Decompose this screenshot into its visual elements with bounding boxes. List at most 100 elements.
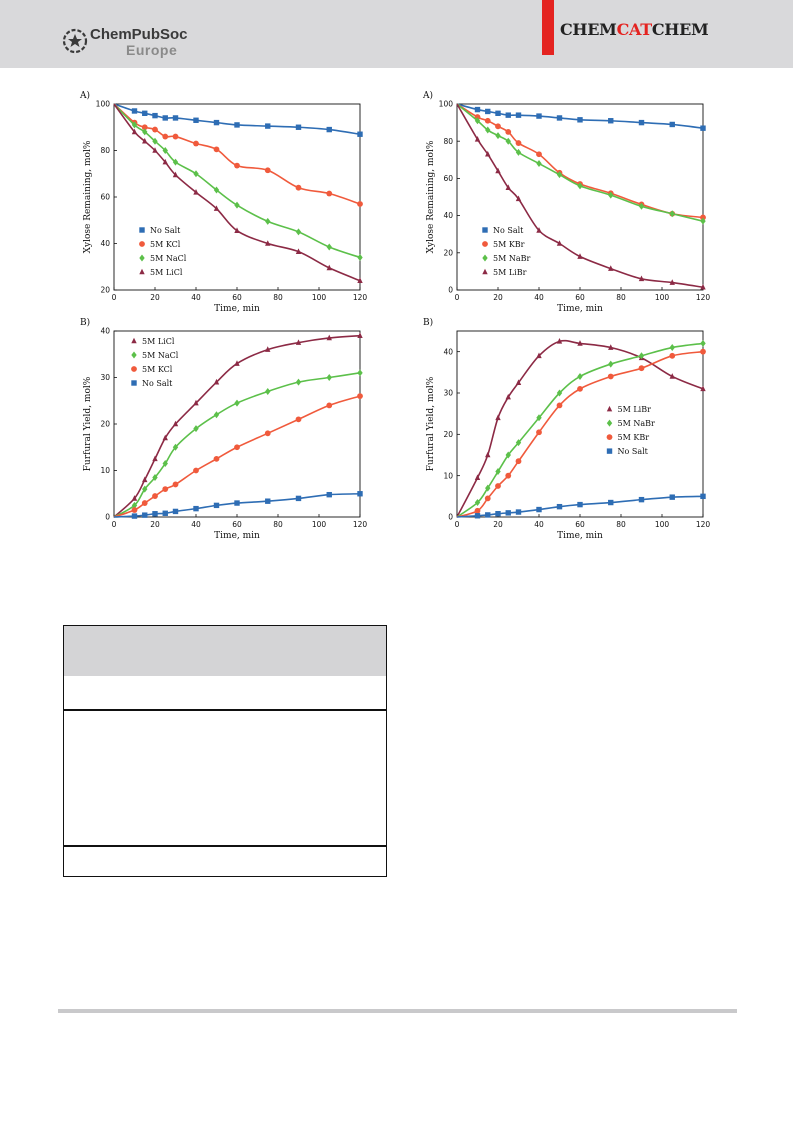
data-point (152, 493, 158, 499)
data-point (213, 186, 220, 194)
y-tick-label: 0 (105, 513, 110, 522)
data-point (234, 399, 240, 407)
data-point (556, 240, 563, 246)
x-tick-label: 120 (696, 293, 711, 302)
data-point (357, 201, 363, 207)
data-point (152, 455, 158, 462)
journal-title-part2: CAT (616, 20, 653, 39)
table-header-band (64, 626, 386, 676)
data-point (515, 458, 522, 465)
data-point (172, 508, 179, 515)
data-point (295, 184, 302, 191)
y-tick-label: 20 (100, 420, 110, 429)
data-point (193, 170, 199, 178)
legend-label: 5M LiCl (142, 337, 175, 346)
data-point (700, 385, 706, 392)
y-tick-label: 0 (448, 286, 453, 295)
data-point (536, 506, 542, 513)
data-point (638, 202, 645, 210)
data-point (326, 334, 332, 341)
data-point (515, 379, 522, 385)
x-tick-label: 60 (232, 293, 242, 302)
x-axis-title: Time, min (214, 531, 260, 541)
data-point (474, 117, 481, 125)
legend-marker (139, 227, 145, 233)
data-point (638, 275, 645, 282)
legend-marker (131, 337, 137, 344)
journal-title-part1: CHEM (560, 20, 617, 39)
data-point (577, 501, 583, 508)
data-point (495, 483, 501, 489)
data-point (485, 484, 491, 492)
y-tick-label: 20 (100, 286, 110, 295)
x-axis-title: Time, min (557, 531, 603, 541)
y-tick-label: 30 (100, 373, 110, 382)
data-point (357, 277, 363, 283)
y-tick-label: 60 (443, 174, 453, 183)
x-axis-title: Time, min (214, 304, 260, 314)
y-tick-label: 20 (443, 430, 453, 439)
data-point (193, 399, 199, 406)
data-point (295, 416, 302, 423)
data-point (326, 374, 332, 381)
data-point (577, 253, 583, 259)
chart-svg: B) 0 20 40 60 80 100 120 0 10 20 30 40 Time, min Furfu… (423, 317, 710, 541)
data-point (556, 503, 563, 510)
chart-svg: A) 0 20 40 60 80 100 120 0 20 40 60 80 100 Time, min Xy… (422, 90, 711, 314)
journal-title-part3: CHEM (651, 20, 709, 39)
data-point (495, 468, 501, 476)
y-axis-title: Xylose Remaining, mol% (426, 140, 436, 253)
y-axis-title: Furfural Yield, mol% (83, 376, 93, 471)
data-point (326, 491, 332, 498)
legend-marker (606, 434, 613, 441)
y-tick-label: 0 (448, 513, 453, 522)
legend-label: 5M KCl (142, 365, 173, 374)
y-axis-title: Xylose Remaining, mol% (83, 140, 93, 253)
legend-label: No Salt (618, 447, 649, 456)
data-point (638, 119, 645, 126)
data-point (556, 402, 563, 409)
data-point (357, 332, 363, 338)
y-axis-title: Furfural Yield, mol% (426, 376, 436, 471)
data-point (295, 228, 302, 236)
data-point (505, 472, 512, 479)
journal-accent-bar (542, 0, 554, 55)
legend-label: No Salt (142, 379, 173, 388)
series-line (113, 395, 361, 518)
data-point (193, 467, 199, 474)
data-point (295, 378, 302, 386)
data-point (131, 108, 138, 114)
chart-furfural-chloride: B) 0 20 40 60 80 100 120 0 10 20 30 40 Time, min Furfu… (60, 313, 370, 548)
data-point (141, 124, 148, 131)
data-point (700, 217, 706, 225)
data-point (485, 126, 491, 134)
data-point (326, 402, 333, 409)
legend-label: No Salt (150, 226, 181, 235)
publisher-region: Europe (126, 42, 178, 58)
data-point (608, 265, 614, 271)
data-point (485, 512, 491, 518)
x-tick-label: 20 (150, 520, 160, 529)
data-point (505, 129, 512, 135)
x-tick-label: 40 (191, 293, 201, 302)
footer-divider (58, 1009, 737, 1013)
data-point (485, 451, 491, 458)
legend-label: 5M KBr (493, 240, 525, 249)
data-point (515, 439, 522, 447)
plot-frame (456, 330, 704, 518)
data-point (131, 513, 138, 519)
x-tick-label: 80 (273, 520, 283, 529)
series-line (113, 103, 361, 136)
data-point (536, 429, 542, 436)
data-point (536, 151, 542, 158)
data-point (213, 378, 220, 385)
data-point (577, 340, 583, 346)
data-point (213, 411, 220, 419)
data-point (607, 373, 614, 380)
data-point (556, 338, 563, 344)
y-tick-label: 20 (443, 248, 453, 257)
data-point (700, 214, 706, 221)
data-point (131, 495, 138, 501)
x-tick-label: 60 (575, 293, 585, 302)
data-point (193, 189, 199, 195)
